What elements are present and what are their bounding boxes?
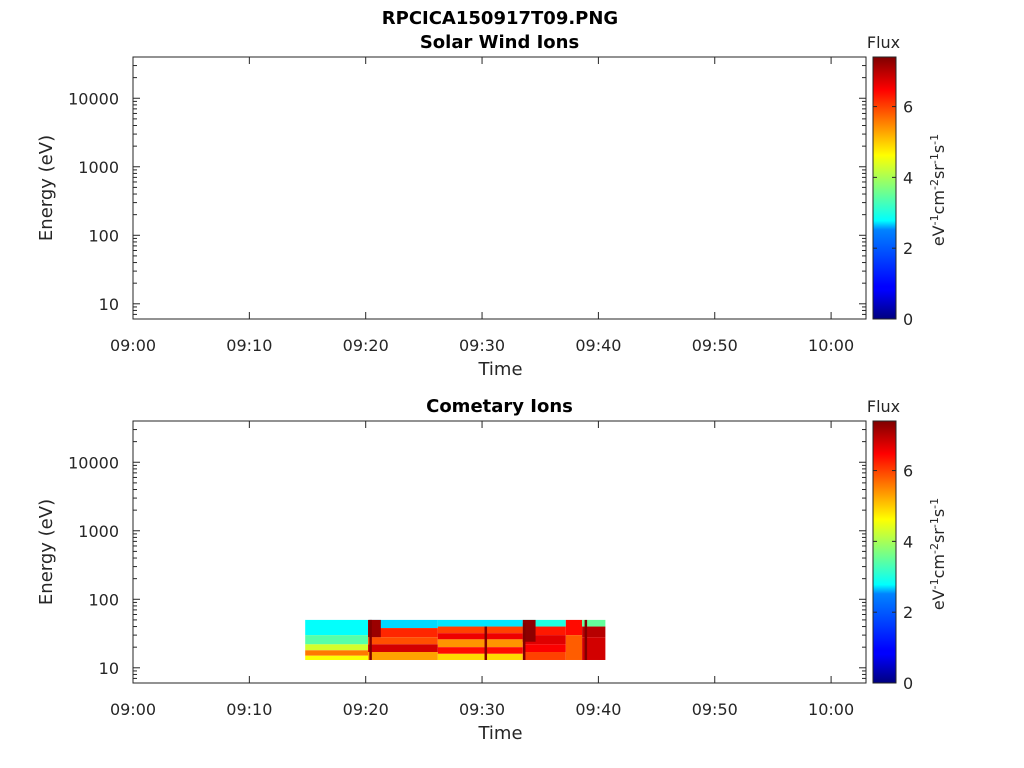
data-cell [522, 635, 566, 645]
data-cell [437, 639, 523, 648]
y-tick-label: 100 [88, 226, 119, 245]
colorbar-unit-label: eV-1cm-2sr-1s-1 [928, 134, 948, 246]
y-tick-label: 10 [99, 295, 119, 314]
x-axis-label: Time [477, 723, 522, 744]
colorbar-title: Flux [867, 397, 900, 416]
colorbar-tick-label: 4 [903, 168, 913, 187]
colorbar-frame [872, 420, 897, 684]
data-cell [522, 619, 566, 627]
axes-box [132, 420, 867, 684]
data-streak [522, 623, 526, 660]
data-cell [582, 619, 606, 627]
unit-exponent: -1 [928, 498, 941, 509]
unit-base: eV [929, 225, 948, 246]
data-cell [368, 628, 438, 638]
y-tick-label: 10000 [68, 453, 119, 472]
unit-base: sr [929, 164, 948, 179]
colorbar-tick-label: 4 [903, 532, 913, 551]
x-tick-label: 09:00 [110, 700, 156, 719]
unit-base: s [929, 509, 948, 517]
unit-exponent: -2 [928, 543, 941, 554]
x-axis-label: Time [477, 359, 522, 380]
unit-base: cm [929, 190, 948, 214]
data-cell [437, 626, 523, 634]
panel-cometary: Cometary Ions 09:00 09:10 09:20 09:30 09:40 09… [36, 396, 948, 744]
data-cell [565, 619, 583, 636]
data-cell [522, 652, 566, 660]
unit-base: s [929, 145, 948, 153]
data-cell [305, 650, 369, 656]
x-tick-label: 09:40 [575, 700, 621, 719]
unit-exponent: -2 [928, 179, 941, 190]
y-tick-label: 10 [99, 659, 119, 678]
data-cell [368, 637, 438, 645]
x-tick-label: 09:10 [226, 700, 272, 719]
unit-exponent: -1 [928, 134, 941, 145]
figure-title: RPCICA150917T09.PNG [382, 8, 618, 29]
data-cell [582, 626, 606, 638]
axes-box [132, 56, 867, 320]
colorbar-title: Flux [867, 33, 900, 52]
x-tick-label: 09:20 [343, 336, 389, 355]
x-tick-label: 10:00 [808, 700, 854, 719]
data-streak [584, 619, 588, 660]
data-cell [522, 644, 566, 653]
data-cell [565, 635, 583, 660]
data-cell [437, 647, 523, 654]
data-cell [582, 637, 606, 660]
x-tick-label: 09:30 [459, 336, 505, 355]
data-cell [305, 644, 369, 651]
unit-base: cm [929, 554, 948, 578]
data-cell [368, 644, 438, 653]
x-tick-label: 09:20 [343, 700, 389, 719]
colorbar-tick-label: 6 [903, 462, 913, 481]
data-streak [484, 626, 488, 660]
colorbar-frame [872, 56, 897, 320]
y-axis-label: Energy (eV) [36, 499, 57, 605]
data-cell [522, 626, 566, 636]
unit-exponent: -1 [928, 578, 941, 589]
x-tick-label: 10:00 [808, 336, 854, 355]
y-axis-label: Energy (eV) [36, 135, 57, 241]
y-tick-label: 1000 [78, 522, 119, 541]
x-tick-label: 09:40 [575, 336, 621, 355]
data-cell [437, 633, 523, 640]
unit-exponent: -1 [928, 153, 941, 164]
unit-exponent: -1 [928, 214, 941, 225]
data-cell [437, 619, 523, 627]
colorbar [873, 421, 896, 683]
colorbar-tick-label: 6 [903, 98, 913, 117]
data-streak [369, 619, 372, 660]
data-cell [522, 619, 536, 642]
y-tick-label: 10000 [68, 89, 119, 108]
colorbar-unit-label: eV-1cm-2sr-1s-1 [928, 498, 948, 610]
data-cell [305, 655, 369, 660]
data-cell [305, 619, 369, 636]
plot-area [133, 57, 866, 319]
y-tick-label: 100 [88, 590, 119, 609]
panel-title: Cometary Ions [426, 396, 573, 417]
colorbar [873, 57, 896, 319]
x-tick-label: 09:10 [226, 336, 272, 355]
data-cell [437, 653, 523, 660]
x-tick-label: 09:50 [692, 336, 738, 355]
data-cell [368, 652, 438, 660]
colorbar-tick-label: 0 [903, 674, 913, 693]
unit-base: eV [929, 589, 948, 610]
y-tick-label: 1000 [78, 158, 119, 177]
unit-base: sr [929, 528, 948, 543]
data-cell [305, 635, 369, 645]
x-tick-label: 09:50 [692, 700, 738, 719]
x-tick-label: 09:30 [459, 700, 505, 719]
colorbar-tick-label: 2 [903, 603, 913, 622]
unit-exponent: -1 [928, 517, 941, 528]
data-cell [368, 619, 438, 629]
colorbar-tick-label: 0 [903, 310, 913, 329]
panel-title: Solar Wind Ions [420, 32, 579, 53]
x-tick-label: 09:00 [110, 336, 156, 355]
colorbar-tick-label: 2 [903, 239, 913, 258]
panel-solar-wind: Solar Wind Ions 09:00 09:10 09:20 09:30 09:40… [36, 32, 948, 380]
